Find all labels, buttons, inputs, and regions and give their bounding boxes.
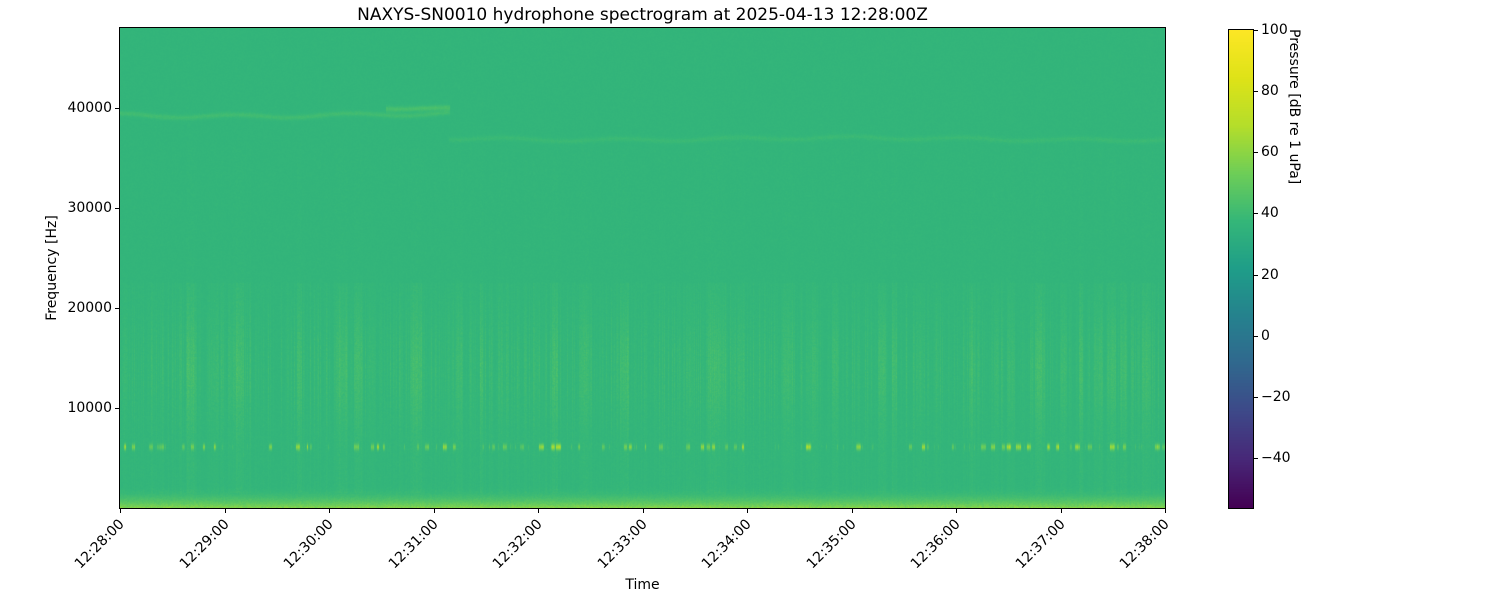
colorbar-tick-label: −40: [1261, 449, 1291, 466]
x-tick-mark: [642, 509, 644, 513]
colorbar-tick-label: 80: [1261, 83, 1279, 100]
y-tick-mark: [115, 408, 119, 409]
y-tick-label: 20000: [67, 300, 112, 316]
colorbar-tick-mark: [1254, 274, 1258, 276]
x-axis-label: Time: [625, 577, 660, 593]
colorbar-tick-mark: [1254, 396, 1258, 398]
colorbar-tick-label: 0: [1261, 327, 1270, 344]
y-tick-mark: [115, 208, 119, 209]
x-tick-mark: [329, 509, 330, 513]
x-tick-label: 12:28:00: [71, 516, 128, 573]
x-tick-mark: [851, 509, 853, 513]
spectrogram-heatmap: [120, 28, 1165, 508]
y-tick-label: 10000: [67, 400, 112, 416]
colorbar-tick-mark: [1254, 213, 1258, 215]
colorbar-tick-mark: [1254, 152, 1258, 154]
colorbar-label: Pressure [dB re 1 uPa]: [1286, 29, 1302, 185]
colorbar-tick-label: −20: [1261, 388, 1291, 405]
plot-area: [119, 27, 1166, 509]
colorbar-tick-label: 60: [1261, 144, 1279, 161]
x-tick-mark: [224, 509, 226, 513]
colorbar-tick-label: 100: [1261, 22, 1288, 38]
y-tick-label: 30000: [67, 200, 112, 216]
colorbar-tick-label: 40: [1261, 205, 1279, 222]
colorbar-gradient: [1229, 30, 1253, 508]
x-tick-mark: [538, 509, 539, 513]
colorbar-tick-mark: [1254, 335, 1258, 337]
x-tick-mark: [1060, 509, 1062, 513]
colorbar: [1228, 29, 1254, 509]
colorbar-tick-mark: [1254, 91, 1258, 93]
y-tick-mark: [115, 108, 119, 109]
colorbar-tick-label: 20: [1261, 266, 1279, 283]
colorbar-tick-mark: [1254, 30, 1258, 31]
chart-title: NAXYS-SN0010 hydrophone spectrogram at 2…: [357, 5, 928, 25]
x-tick-mark: [747, 509, 748, 513]
y-tick-mark: [115, 308, 119, 309]
y-tick-label: 40000: [67, 100, 112, 116]
x-tick-mark: [1165, 509, 1166, 513]
x-tick-mark: [433, 509, 435, 513]
x-tick-mark: [120, 509, 121, 513]
x-tick-mark: [956, 509, 957, 513]
colorbar-tick-mark: [1254, 457, 1258, 459]
